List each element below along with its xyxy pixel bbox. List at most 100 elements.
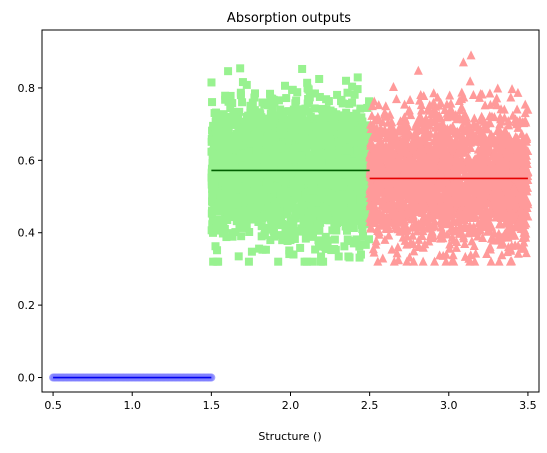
data-point	[289, 155, 298, 164]
data-point	[353, 73, 362, 82]
data-point	[239, 129, 248, 138]
data-point	[298, 137, 307, 146]
data-point	[235, 209, 244, 218]
data-point	[254, 138, 263, 147]
data-point	[465, 76, 475, 86]
data-point	[309, 194, 318, 203]
data-point	[506, 92, 516, 102]
data-point	[266, 236, 275, 245]
data-point	[320, 164, 329, 173]
data-point	[221, 91, 230, 100]
data-point	[269, 149, 278, 158]
data-point	[448, 250, 458, 260]
data-point	[465, 256, 475, 266]
data-point	[242, 124, 251, 133]
data-point	[387, 153, 397, 163]
data-point	[276, 188, 285, 197]
data-point	[221, 182, 230, 191]
data-point	[435, 250, 445, 260]
data-point	[213, 246, 222, 255]
data-point	[226, 91, 235, 100]
data-point	[317, 252, 326, 261]
data-point	[342, 76, 351, 85]
data-point	[250, 93, 259, 102]
data-point	[265, 147, 274, 156]
data-point	[335, 146, 344, 155]
data-point	[243, 136, 252, 145]
data-point	[244, 175, 253, 184]
data-point	[387, 117, 397, 127]
data-point	[309, 232, 318, 241]
data-point	[269, 209, 278, 218]
data-point	[303, 78, 312, 87]
data-point	[301, 190, 310, 199]
data-point	[408, 212, 418, 222]
data-point	[359, 232, 368, 241]
data-point	[327, 191, 336, 200]
data-point	[241, 149, 250, 158]
data-point	[283, 227, 292, 236]
data-point	[445, 243, 455, 253]
data-point	[329, 130, 338, 139]
data-point	[513, 87, 523, 97]
data-point	[317, 158, 326, 167]
data-point	[270, 158, 279, 167]
data-point	[270, 98, 279, 107]
data-point	[270, 197, 279, 206]
data-point	[207, 168, 216, 177]
data-point	[296, 182, 305, 191]
data-point	[274, 96, 283, 105]
data-point	[304, 85, 313, 94]
data-point	[451, 242, 461, 252]
data-point	[252, 109, 261, 118]
data-point	[336, 159, 345, 168]
data-point	[288, 85, 297, 94]
data-point	[326, 153, 335, 162]
data-point	[215, 164, 224, 173]
data-point	[326, 141, 335, 150]
data-point	[313, 198, 322, 207]
chart-title: Absorption outputs	[227, 11, 351, 26]
data-point	[279, 112, 288, 121]
data-point	[441, 256, 451, 266]
data-point	[293, 107, 302, 116]
data-point	[284, 107, 293, 116]
data-point	[298, 64, 307, 73]
data-point	[455, 105, 465, 115]
data-point	[256, 120, 265, 129]
data-point	[304, 209, 313, 218]
data-point	[366, 223, 376, 233]
data-point	[246, 118, 255, 127]
data-point	[316, 218, 325, 227]
data-point	[238, 204, 247, 213]
data-point	[268, 103, 277, 112]
data-point	[382, 224, 392, 234]
data-point	[288, 226, 297, 235]
data-point	[283, 207, 292, 216]
data-point	[320, 121, 329, 130]
data-point	[293, 112, 302, 121]
data-point	[212, 257, 221, 266]
data-point	[485, 244, 495, 254]
data-point	[282, 94, 291, 103]
data-point	[212, 110, 221, 119]
data-point	[523, 166, 533, 176]
data-point	[317, 115, 326, 124]
data-point	[345, 189, 354, 198]
data-point	[493, 83, 503, 93]
data-point	[340, 113, 349, 122]
data-point	[412, 177, 422, 187]
data-point	[338, 120, 347, 129]
data-point	[409, 246, 419, 256]
data-point	[331, 199, 340, 208]
data-point	[208, 219, 217, 228]
data-point	[260, 148, 269, 157]
data-point	[277, 130, 286, 139]
data-point	[322, 180, 331, 189]
data-point	[305, 93, 314, 102]
data-point	[348, 98, 357, 107]
data-point	[305, 215, 314, 224]
data-point	[304, 107, 313, 116]
data-point	[215, 128, 224, 137]
data-point	[374, 100, 384, 110]
